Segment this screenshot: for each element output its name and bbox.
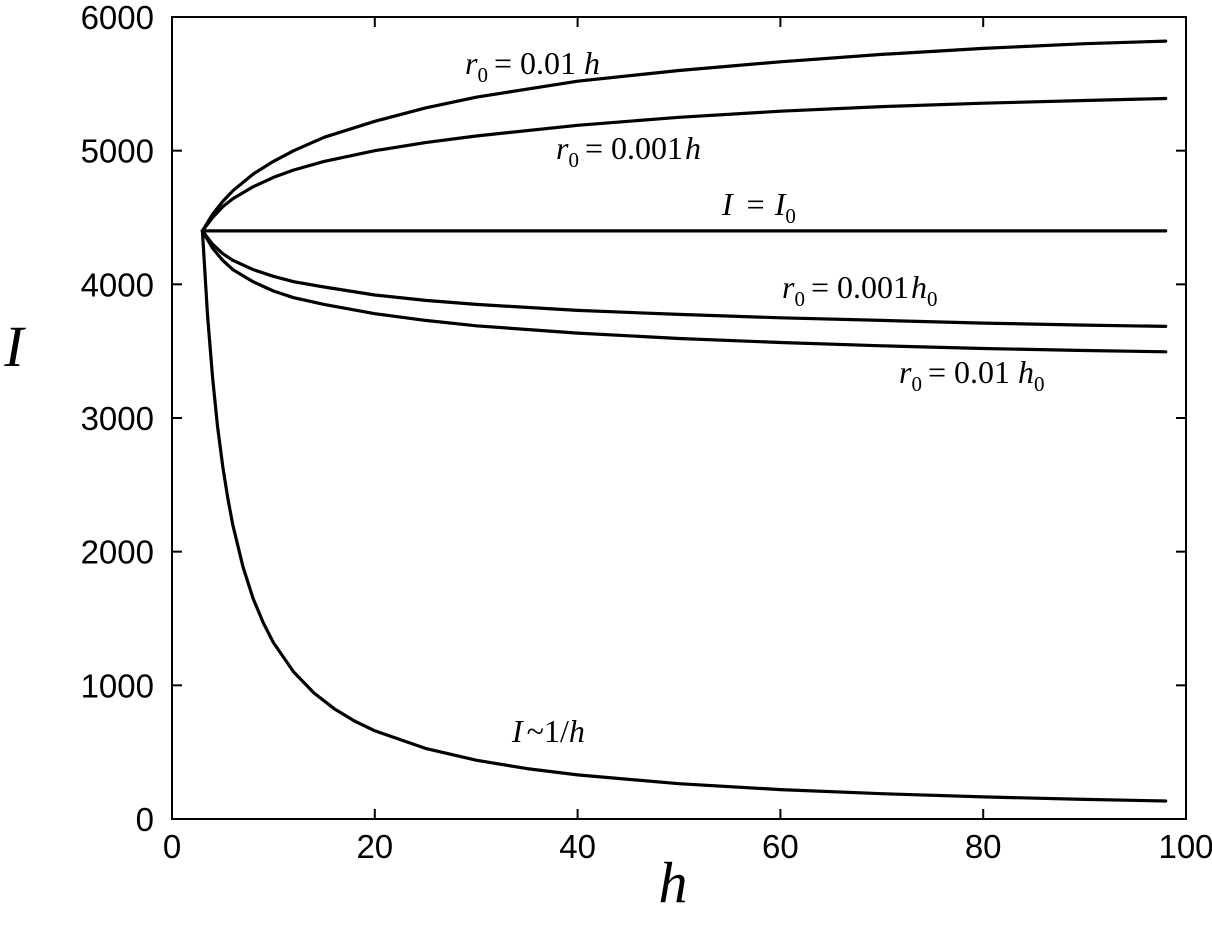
x-tick-label: 60 [762, 828, 799, 865]
annotation-I-sim-1-over-h: I ~1/h [511, 713, 585, 749]
series-line-2 [200, 96, 1168, 233]
y-tick-label: 5000 [81, 133, 154, 170]
y-tick-label: 0 [136, 801, 154, 838]
y-tick-label: 2000 [81, 534, 154, 571]
series-line-4 [200, 229, 1168, 328]
x-tick-label: 40 [559, 828, 596, 865]
series-line-6 [200, 229, 1168, 803]
x-tick-label: 20 [356, 828, 393, 865]
annotation-r0-0.001h: r0 = 0.001h [556, 130, 701, 172]
y-tick-label: 1000 [81, 667, 154, 704]
annotation-r0-0.01h0: r0 = 0.01 h0 [899, 354, 1045, 396]
x-tick-label: 0 [163, 828, 181, 865]
x-tick-label: 80 [965, 828, 1002, 865]
y-tick-label: 6000 [81, 0, 154, 36]
y-tick-label: 3000 [81, 400, 154, 437]
annotation-r0-0.001h0: r0 = 0.001h0 [782, 269, 938, 311]
series-line-5 [200, 229, 1168, 354]
annotation-group: r0 = 0.01 h r0 = 0.001h I = I0 r0 = 0.001h0 r0… [465, 45, 1045, 749]
annotation-I-equals-I0: I = I0 [721, 186, 796, 228]
y-tick-label: 4000 [81, 266, 154, 303]
x-tick-label: 100 [1158, 828, 1212, 865]
series-line-1 [200, 39, 1168, 233]
y-axis-title: I [3, 314, 26, 379]
x-axis-title: h [659, 850, 688, 915]
series-group [200, 39, 1168, 803]
annotation-r0-0.01h: r0 = 0.01 h [465, 45, 600, 87]
